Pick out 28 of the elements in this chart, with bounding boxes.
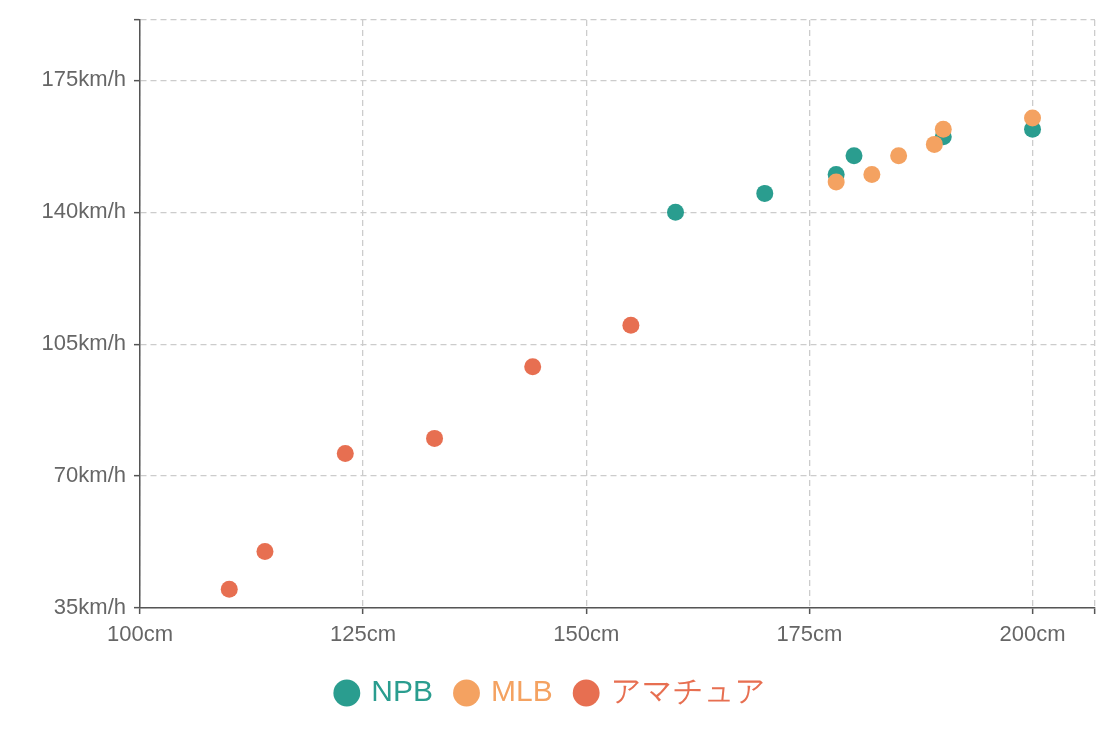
legend-label: MLB: [491, 674, 553, 708]
point: [622, 316, 640, 334]
point: [756, 184, 774, 202]
point: [220, 580, 238, 598]
point: [890, 147, 908, 165]
y-tick-label: 140km/h: [41, 198, 126, 224]
x-tick-label: 175cm: [776, 621, 843, 647]
y-tick-label: 35km/h: [53, 594, 126, 620]
y-tick-label: 70km/h: [53, 462, 126, 488]
point: [925, 135, 943, 153]
point: [1024, 109, 1042, 127]
point: [256, 542, 274, 560]
point: [827, 173, 845, 191]
point: [524, 358, 542, 376]
y-tick-label: 105km/h: [41, 330, 126, 356]
x-tick-label: 100cm: [106, 621, 174, 647]
point: [845, 147, 863, 165]
legend-label: NPB: [371, 674, 433, 708]
x-tick-label: 200cm: [999, 621, 1066, 647]
legend-label: アマチュア: [610, 674, 766, 708]
point: [934, 120, 952, 138]
point: [667, 203, 685, 221]
point: [426, 429, 444, 447]
x-tick-label: 125cm: [330, 621, 397, 647]
point: [863, 166, 881, 184]
point: [336, 444, 354, 462]
x-tick-label: 150cm: [553, 621, 620, 647]
y-tick-label: 175km/h: [41, 66, 126, 92]
